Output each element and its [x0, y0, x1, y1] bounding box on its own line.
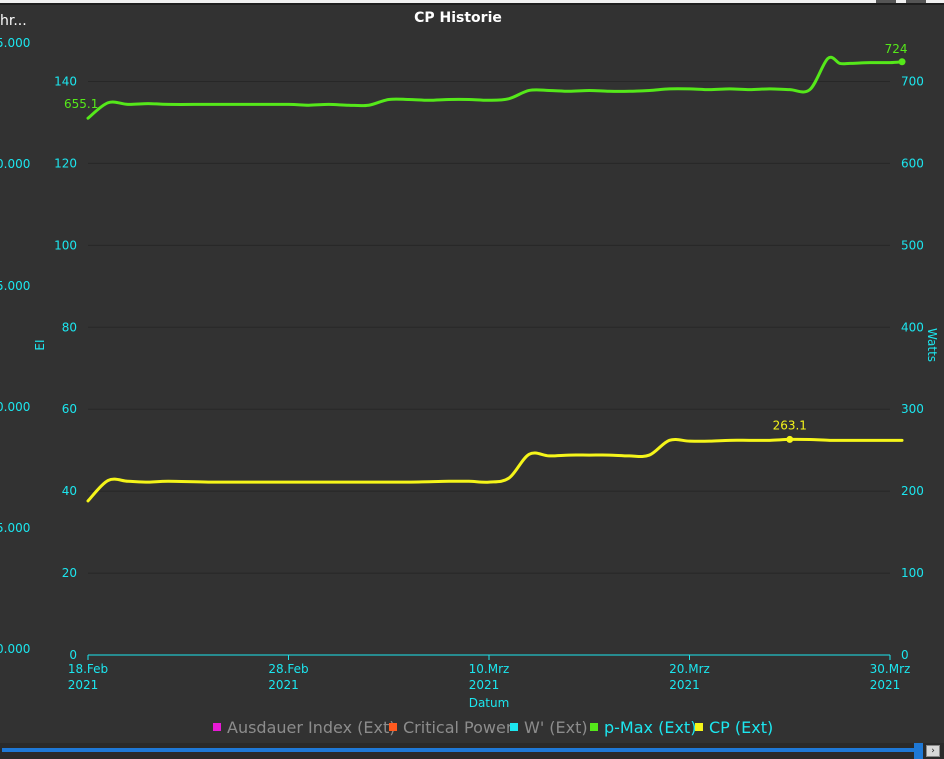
- legend-entry: CP (Ext): [709, 718, 773, 737]
- p-max-start-label: 655.1: [64, 97, 98, 111]
- y-left-axis-title: EI: [33, 339, 47, 350]
- x-tick-year-label: 2021: [469, 678, 500, 692]
- p-max-end-label: 724: [885, 42, 908, 56]
- cp-ext-line: [86, 437, 904, 503]
- label-clip-mask: [62, 120, 82, 140]
- y-left-tick-label: 0: [69, 648, 77, 662]
- x-tick-year-label: 2021: [669, 678, 700, 692]
- y-right-tick-label: 500: [901, 238, 924, 252]
- y-right-tick-label: 600: [901, 156, 924, 170]
- legend-swatch: [389, 723, 397, 731]
- legend: Ausdauer Index (Ext) Critical Power W' (Ex…: [213, 718, 773, 737]
- x-tick-label: 28.Feb: [268, 662, 308, 676]
- p-max-end-point: [898, 58, 906, 66]
- x-tick-year-label: 2021: [68, 678, 99, 692]
- x-tick-label: 20.Mrz: [669, 662, 710, 676]
- toolbar-button[interactable]: [876, 0, 896, 3]
- y-right-tick-label: 200: [901, 484, 924, 498]
- legend-swatch: [213, 723, 221, 731]
- window-title-truncated: hr...: [0, 13, 27, 29]
- x-tick-year-label: 2021: [268, 678, 299, 692]
- legend-entry: p-Max (Ext): [604, 718, 696, 737]
- legend-entry: W' (Ext): [524, 718, 588, 737]
- grid-lines: [88, 80, 890, 574]
- y-left-tick-label: 120: [54, 156, 77, 170]
- scrollbar-track[interactable]: [2, 748, 920, 752]
- y-right-tick-label: 400: [901, 320, 924, 334]
- horizontal-scrollbar[interactable]: ›: [0, 743, 944, 759]
- window-top-strip: [0, 0, 944, 5]
- y-left-tick-label: 20: [62, 566, 77, 580]
- chart-title: CP Historie: [414, 10, 502, 26]
- y-far-left-tick-label: 5.000: [0, 36, 30, 50]
- y-left-tick-label: 100: [54, 238, 77, 252]
- y-right-tick-label: 100: [901, 566, 924, 580]
- y-far-left-tick-label: 5.000: [0, 279, 30, 293]
- scrollbar-thumb[interactable]: [914, 743, 923, 759]
- y-far-left-tick-label: 0.000: [0, 642, 30, 656]
- chart-labels: CP Historie hr... 724 655.1 263.1: [0, 10, 907, 443]
- legend-entry: Ausdauer Index (Ext): [227, 718, 396, 737]
- legend-swatch: [590, 723, 598, 731]
- y-left-tick-label: 80: [62, 320, 77, 334]
- y-left-tick-label: 140: [54, 74, 77, 88]
- cp-point-label: 263.1: [773, 418, 807, 432]
- legend-entry: Critical Power: [403, 718, 513, 737]
- y-left-tick-label: 60: [62, 402, 77, 416]
- y-far-left-tick-label: 5.000: [0, 521, 30, 535]
- y-far-left-tick-label: 0.000: [0, 157, 30, 171]
- toolbar-edge: [0, 0, 944, 3]
- x-tick-year-label: 2021: [870, 678, 901, 692]
- x-tick-label: 30.Mrz: [870, 662, 911, 676]
- y-right-tick-label: 300: [901, 402, 924, 416]
- y-right-axis-title: Watts: [925, 328, 939, 362]
- series-lines: [86, 55, 904, 503]
- y-far-left-tick-label: 0.000: [0, 400, 30, 414]
- x-axis-title: Datum: [469, 696, 510, 710]
- scroll-right-arrow-icon[interactable]: ›: [926, 745, 940, 757]
- axes: 0 20 40 60 80 100 120 140 0 100 200 300 400 500 600 700…: [0, 36, 939, 710]
- legend-swatch: [510, 723, 518, 731]
- cp-marked-point: [786, 435, 794, 443]
- y-right-tick-label: 700: [901, 74, 924, 88]
- x-tick-label: 10.Mrz: [469, 662, 510, 676]
- legend-swatch: [695, 723, 703, 731]
- y-right-tick-label: 0: [901, 648, 909, 662]
- y-left-tick-label: 40: [62, 484, 77, 498]
- x-tick-label: 18.Feb: [68, 662, 108, 676]
- p-max-ext-line: [86, 55, 904, 120]
- toolbar-button[interactable]: [906, 0, 926, 3]
